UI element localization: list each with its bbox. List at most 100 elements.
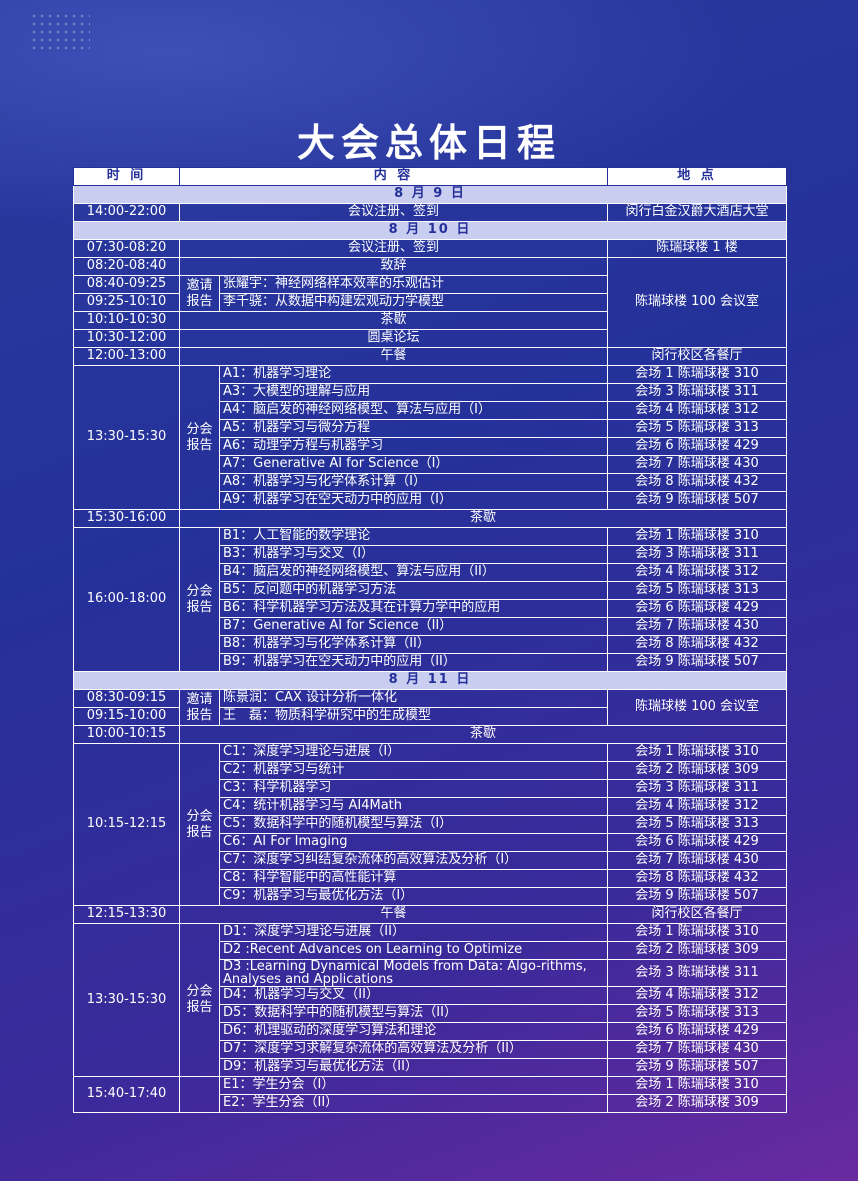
time-cell: 08:40-09:25 <box>73 275 180 294</box>
table-row: B7：Generative AI for Science（II） 会场 7 陈瑞球… <box>74 617 787 636</box>
place-cell: 会场 8 陈瑞球楼 432 <box>607 635 787 654</box>
place-cell: 会场 7 陈瑞球楼 430 <box>607 455 787 474</box>
table-row: C8：科学智能中的高性能计算 会场 8 陈瑞球楼 432 <box>74 869 787 888</box>
content-cell: C2：机器学习与统计 <box>219 761 608 780</box>
day-row: 8 月 9 日 <box>73 185 787 204</box>
day-label: 8 月 10 日 <box>73 221 787 240</box>
day-label: 8 月 9 日 <box>73 185 787 204</box>
content-cell: 王 磊：物质科学研究中的生成模型 <box>219 707 608 726</box>
content-cell: D4：机器学习与交叉（II） <box>219 986 608 1005</box>
table-row: 16:00-18:00 分会 报告 B1：人工智能的数学理论 会场 1 陈瑞球楼 310 <box>73 527 787 672</box>
table-row: D2 :Recent Advances on Learning to Optim… <box>74 941 787 960</box>
content-cell: A9：机器学习在空天动力中的应用（I） <box>219 491 608 510</box>
content-cell: 致辞 <box>179 257 608 276</box>
place-cell: 会场 6 陈瑞球楼 429 <box>607 1022 787 1041</box>
session-label: 邀请 报告 <box>179 689 220 726</box>
session-block: 13:30-15:30 分会 报告 A1：机器学习理论 会场 1 陈瑞球楼 310 A3：… <box>73 365 787 510</box>
content-cell: B3：机器学习与交叉（I） <box>219 545 608 564</box>
content-cell: A3：大模型的理解与应用 <box>219 383 608 402</box>
place-cell: 会场 1 陈瑞球楼 310 <box>607 365 787 384</box>
place-cell: 会场 3 陈瑞球楼 311 <box>607 959 787 987</box>
place-cell: 陈瑞球楼 100 会议室 <box>607 257 787 348</box>
content-cell: 茶歇 <box>179 311 608 330</box>
content-cell: C8：科学智能中的高性能计算 <box>219 869 608 888</box>
table-row: 08:30-09:15 邀请 报告 陈景润：CAX 设计分析一体化 陈瑞球楼 10… <box>73 689 787 726</box>
table-row: D4：机器学习与交叉（II） 会场 4 陈瑞球楼 312 <box>74 986 787 1005</box>
content-cell: 圆桌论坛 <box>179 329 608 348</box>
time-cell: 10:10-10:30 <box>73 311 180 330</box>
time-cell: 08:20-08:40 <box>73 257 180 276</box>
table-row: B9：机器学习在空天动力中的应用（II） 会场 9 陈瑞球楼 507 <box>74 653 787 672</box>
place-cell: 会场 1 陈瑞球楼 310 <box>607 743 787 762</box>
table-row: A3：大模型的理解与应用 会场 3 陈瑞球楼 311 <box>74 383 787 402</box>
time-cell: 14:00-22:00 <box>73 203 180 222</box>
content-cell: B9：机器学习在空天动力中的应用（II） <box>219 653 608 672</box>
content-cell: D3 :Learning Dynamical Models from Data:… <box>219 959 608 987</box>
place-cell: 陈瑞球楼 1 楼 <box>607 239 787 258</box>
content-cell: 李千骁：从数据中构建宏观动力学模型 <box>219 293 608 312</box>
place-cell: 会场 6 陈瑞球楼 429 <box>607 437 787 456</box>
day-row: 8 月 11 日 <box>73 671 787 690</box>
time-cell: 16:00-18:00 <box>73 527 180 672</box>
content-cell: E1：学生分会（I） <box>219 1076 608 1095</box>
header-row: 时 间 内 容 地 点 <box>73 167 787 186</box>
day-row: 8 月 10 日 <box>73 221 787 240</box>
table-row: B8：机器学习与化学体系计算（II） 会场 8 陈瑞球楼 432 <box>74 635 787 654</box>
table-row: C2：机器学习与统计 会场 2 陈瑞球楼 309 <box>74 761 787 780</box>
table-row: A4：脑启发的神经网络模型、算法与应用（I） 会场 4 陈瑞球楼 312 <box>74 401 787 420</box>
content-cell: C1：深度学习理论与进展（I） <box>219 743 608 762</box>
session-label: 分会 报告 <box>179 923 220 1077</box>
content-cell: D7：深度学习求解复杂流体的高效算法及分析（II） <box>219 1040 608 1059</box>
content-cell: B7：Generative AI for Science（II） <box>219 617 608 636</box>
time-cell: 12:15-13:30 <box>73 905 180 924</box>
time-cell: 09:25-10:10 <box>73 293 180 312</box>
place-cell: 会场 6 陈瑞球楼 429 <box>607 599 787 618</box>
time-cell: 10:15-12:15 <box>73 743 180 906</box>
content-cell: 陈景润：CAX 设计分析一体化 <box>219 689 608 708</box>
table-row: 10:00-10:15 茶歇 <box>73 725 787 744</box>
content-cell: D9：机器学习与最优化方法（II） <box>219 1058 608 1077</box>
content-cell: B4：脑启发的神经网络模型、算法与应用（II） <box>219 563 608 582</box>
content-cell: B1：人工智能的数学理论 <box>219 527 608 546</box>
place-cell: 闵行校区各餐厅 <box>607 905 787 924</box>
place-cell: 会场 8 陈瑞球楼 432 <box>607 473 787 492</box>
place-cell: 会场 7 陈瑞球楼 430 <box>607 617 787 636</box>
place-cell: 会场 3 陈瑞球楼 311 <box>607 545 787 564</box>
table-row: D5：数据科学中的随机模型与算法（II） 会场 5 陈瑞球楼 313 <box>74 1004 787 1023</box>
table-row: 08:20-08:40 致辞 陈瑞球楼 100 会议室 <box>73 257 787 348</box>
table-row: 15:30-16:00 茶歇 <box>73 509 787 528</box>
table-row: 13:30-15:30 分会 报告 D1：深度学习理论与进展（II） 会场 1 陈瑞球楼… <box>73 923 787 1077</box>
content-cell: C9：机器学习与最优化方法（I） <box>219 887 608 906</box>
content-cell: 茶歇 <box>179 509 787 528</box>
place-cell: 会场 1 陈瑞球楼 310 <box>607 1076 787 1095</box>
time-cell: 07:30-08:20 <box>73 239 180 258</box>
content-cell: C6：AI For Imaging <box>219 833 608 852</box>
table-row: 10:15-12:15 分会 报告 C1：深度学习理论与进展（I） 会场 1 陈瑞球楼 … <box>73 743 787 906</box>
place-cell: 闵行校区各餐厅 <box>607 347 787 366</box>
table-row: B3：机器学习与交叉（I） 会场 3 陈瑞球楼 311 <box>74 545 787 564</box>
content-cell: 茶歇 <box>179 725 787 744</box>
content-cell: A7：Generative AI for Science（I） <box>219 455 608 474</box>
time-cell: 13:30-15:30 <box>73 923 180 1077</box>
place-cell: 会场 9 陈瑞球楼 507 <box>607 491 787 510</box>
place-cell: 会场 4 陈瑞球楼 312 <box>607 401 787 420</box>
content-cell: D1：深度学习理论与进展（II） <box>219 923 608 942</box>
content-cell: 午餐 <box>179 347 608 366</box>
content-cell: 会议注册、签到 <box>179 203 608 222</box>
place-cell: 会场 5 陈瑞球楼 313 <box>607 419 787 438</box>
content-cell: E2：学生分会（II） <box>219 1094 608 1113</box>
time-cell: 08:30-09:15 <box>73 689 180 708</box>
session-label: 邀请 报告 <box>179 275 220 312</box>
place-cell: 会场 8 陈瑞球楼 432 <box>607 869 787 888</box>
content-cell: A8：机器学习与化学体系计算（I） <box>219 473 608 492</box>
session-label: 分会 报告 <box>179 365 220 510</box>
content-cell: B6：科学机器学习方法及其在计算力学中的应用 <box>219 599 608 618</box>
session-block: 16:00-18:00 分会 报告 B1：人工智能的数学理论 会场 1 陈瑞球楼 310… <box>73 527 787 672</box>
content-cell: A6：动理学方程与机器学习 <box>219 437 608 456</box>
place-cell: 会场 2 陈瑞球楼 309 <box>607 761 787 780</box>
content-cell: B5：反问题中的机器学习方法 <box>219 581 608 600</box>
content-cell: 午餐 <box>179 905 608 924</box>
place-cell: 会场 5 陈瑞球楼 313 <box>607 815 787 834</box>
place-cell: 会场 7 陈瑞球楼 430 <box>607 851 787 870</box>
time-cell: 12:00-13:00 <box>73 347 180 366</box>
